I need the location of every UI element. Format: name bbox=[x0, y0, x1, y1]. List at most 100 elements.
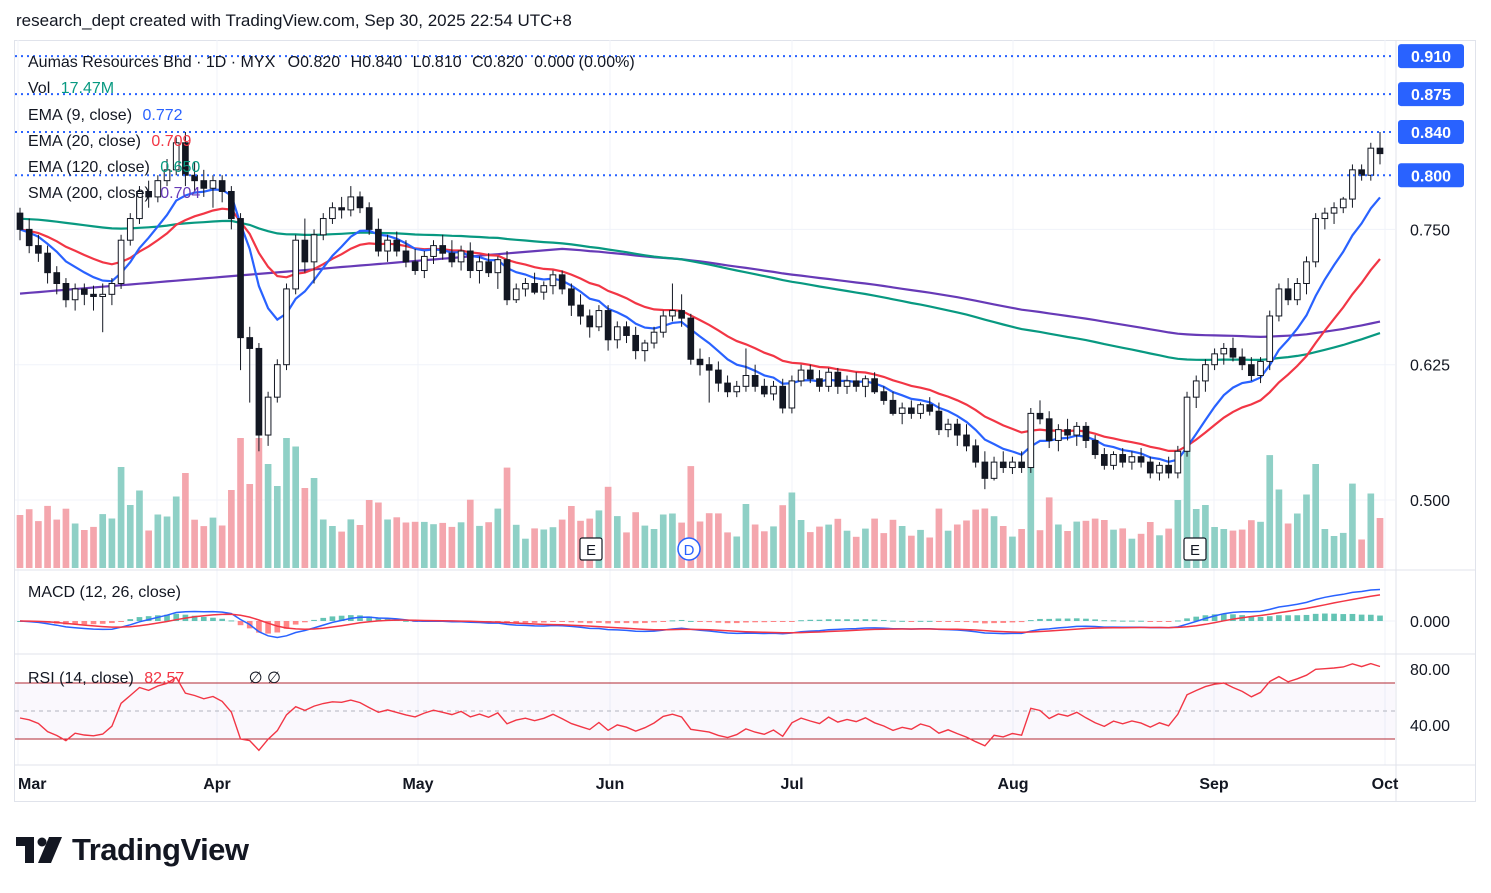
macd-histogram-bar bbox=[1193, 616, 1200, 621]
price-axis[interactable]: 0.910 0.875 0.840 0.800 0.500 0.625 0.750 bbox=[1398, 44, 1464, 510]
candle-down bbox=[1146, 461, 1154, 474]
candle-down bbox=[365, 207, 373, 230]
candles[interactable] bbox=[16, 131, 1384, 490]
ema120-legend[interactable]: EMA (120, close) 0.650 bbox=[28, 159, 200, 177]
header-caption: research_dept created with TradingView.c… bbox=[16, 11, 572, 30]
candle-up bbox=[1073, 425, 1081, 436]
price-tick-label: 0.625 bbox=[1410, 358, 1450, 375]
volume-bar bbox=[531, 528, 538, 568]
candle-down bbox=[696, 358, 704, 366]
candle-down bbox=[1064, 429, 1071, 436]
candle-up bbox=[384, 239, 391, 252]
volume-bar bbox=[659, 514, 667, 568]
macd-histogram-bar bbox=[145, 616, 152, 621]
candle-up bbox=[549, 274, 557, 287]
volume-bar bbox=[494, 508, 502, 568]
candle-up bbox=[1266, 315, 1274, 362]
rsi-pane[interactable]: 80.00 40.00 bbox=[15, 662, 1450, 752]
volume-bar bbox=[218, 525, 226, 568]
macd-histogram-bar bbox=[237, 621, 244, 626]
macd-histogram-bar bbox=[789, 621, 795, 622]
symbol-legend[interactable]: Aumas Resources Bhd · 1D · MYX O0.820 H0… bbox=[28, 54, 635, 72]
candle-down bbox=[926, 404, 934, 412]
macd-legend[interactable]: MACD (12, 26, close) bbox=[28, 584, 181, 602]
candle-up bbox=[733, 385, 741, 393]
macd-histogram-bar bbox=[1248, 616, 1255, 621]
volume-bar bbox=[512, 524, 520, 568]
volume-bar bbox=[963, 520, 970, 568]
macd-histogram-bar bbox=[200, 616, 207, 621]
volume-bar bbox=[136, 490, 143, 568]
ema20-legend[interactable]: EMA (20, close) 0.709 bbox=[28, 133, 191, 151]
volume-bar bbox=[724, 532, 731, 568]
macd-histogram-bar bbox=[890, 620, 896, 622]
candle-up bbox=[430, 245, 437, 257]
volume-bar bbox=[1073, 521, 1081, 568]
macd-histogram-bar bbox=[99, 621, 106, 624]
candle-up bbox=[862, 378, 869, 387]
rsi-value: 82.57 bbox=[144, 670, 185, 687]
candle-up bbox=[1027, 412, 1035, 469]
volume-bar bbox=[1211, 527, 1218, 568]
candle-down bbox=[1119, 454, 1127, 463]
candle-down bbox=[816, 378, 823, 387]
volume-bar bbox=[237, 438, 244, 568]
dividend-marker bbox=[677, 537, 701, 561]
volume-bar bbox=[365, 500, 373, 568]
candle-down bbox=[687, 317, 695, 360]
rsi-legend[interactable]: RSI (14, close) 82.57 ∅ ∅ bbox=[28, 668, 281, 688]
volume-bar bbox=[1055, 524, 1062, 568]
tradingview-logo[interactable]: TradingView bbox=[16, 830, 249, 870]
month-label: Mar bbox=[18, 776, 46, 793]
macd-histogram-bar bbox=[743, 621, 749, 623]
volume-bar bbox=[1128, 538, 1136, 568]
macd-histogram-bar bbox=[1055, 618, 1062, 621]
symbol-name[interactable]: Aumas Resources Bhd · 1D · MYX bbox=[28, 54, 276, 71]
macd-histogram-bar bbox=[1220, 613, 1227, 621]
volume-bar bbox=[1376, 518, 1384, 568]
candle-down bbox=[1358, 169, 1365, 176]
candle-up bbox=[420, 255, 428, 272]
month-label: Oct bbox=[1372, 776, 1399, 793]
moving-averages bbox=[19, 188, 1381, 463]
candle-up bbox=[595, 310, 603, 328]
macd-histogram-bar bbox=[835, 619, 841, 621]
volume-bar bbox=[1321, 529, 1329, 568]
macd-histogram-bar bbox=[1009, 621, 1016, 623]
volume-bar bbox=[880, 533, 888, 568]
candle-down bbox=[834, 371, 842, 387]
ema20-line bbox=[19, 207, 1381, 452]
price-tag bbox=[1398, 82, 1464, 107]
month-label: May bbox=[402, 776, 433, 793]
macd-histogram-bar bbox=[265, 621, 271, 634]
open-value: 0.820 bbox=[300, 54, 341, 71]
volume-legend[interactable]: Vol 17.47M bbox=[28, 80, 114, 98]
volume-bar bbox=[568, 506, 575, 568]
volume-bar bbox=[485, 522, 492, 568]
candle-down bbox=[623, 326, 630, 336]
time-axis[interactable]: Mar Apr May Jun Jul Aug Sep Oct bbox=[18, 776, 1399, 793]
price-tag-label: 0.800 bbox=[1411, 168, 1451, 185]
macd-histogram-bar bbox=[219, 618, 225, 621]
volume-bar bbox=[200, 526, 208, 568]
candle-down bbox=[191, 174, 198, 182]
chart-frame[interactable] bbox=[14, 40, 1476, 802]
volume-bar bbox=[503, 467, 511, 568]
rsi-line bbox=[19, 662, 1381, 752]
macd-histogram-bar bbox=[1175, 620, 1181, 622]
price-tag-label: 0.840 bbox=[1411, 125, 1451, 142]
macd-histogram-bar bbox=[816, 619, 823, 621]
volume-bar bbox=[411, 521, 419, 568]
candle-up bbox=[1367, 147, 1375, 176]
macd-pane[interactable]: 0.000 bbox=[15, 588, 1450, 639]
macd-histogram-bar bbox=[531, 621, 538, 623]
ema9-legend[interactable]: EMA (9, close) 0.772 bbox=[28, 107, 183, 125]
candle-down bbox=[632, 334, 640, 352]
sma200-legend[interactable]: SMA (200, close) 0.704 bbox=[28, 185, 200, 203]
volume-bar bbox=[99, 514, 107, 568]
volume-bar bbox=[154, 514, 162, 568]
macd-histogram-bar bbox=[375, 618, 382, 621]
candle-down bbox=[705, 364, 713, 371]
